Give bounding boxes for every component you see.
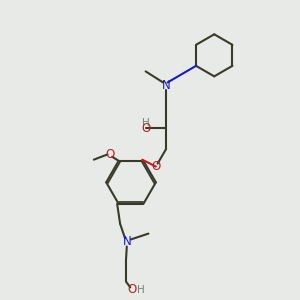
Text: N: N <box>123 235 132 248</box>
Text: O: O <box>105 148 115 161</box>
Text: O: O <box>151 160 160 173</box>
Text: H: H <box>142 118 149 128</box>
Text: O: O <box>128 283 137 296</box>
Text: O: O <box>141 122 150 135</box>
Text: N: N <box>162 80 170 92</box>
Text: H: H <box>136 285 144 295</box>
